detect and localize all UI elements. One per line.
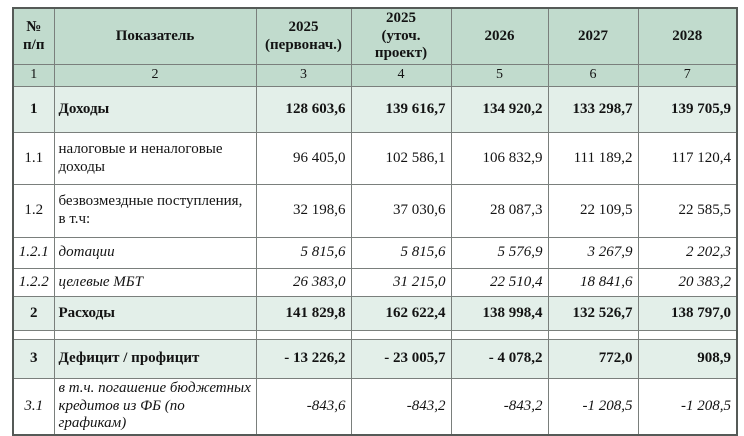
header-cell-2026: 2026 — [450, 7, 549, 66]
table-row-expenditures: 2 Расходы 141 829,8 162 622,4 138 998,4 … — [12, 296, 738, 332]
value-cell: 139 705,9 — [637, 86, 738, 134]
value-cell: 22 585,5 — [637, 184, 738, 239]
value-cell: - 4 078,2 — [450, 339, 549, 380]
table-row-gratuitous-receipts: 1.2 безвозмездные поступления, в т.ч: 32… — [12, 184, 738, 239]
value-cell: 3 267,9 — [547, 237, 639, 270]
value-cell: -843,2 — [350, 378, 452, 436]
value-cell: 106 832,9 — [450, 132, 549, 186]
value-cell: 139 616,7 — [350, 86, 452, 134]
table-row-targeted-mbt: 1.2.2 целевые МБТ 26 383,0 31 215,0 22 5… — [12, 268, 738, 298]
value-cell: 31 215,0 — [350, 268, 452, 298]
table-row-deficit-surplus: 3 Дефицит / профицит - 13 226,2 - 23 005… — [12, 339, 738, 380]
table-header-row: № п/п Показатель 2025 (первонач.) 2025 (… — [12, 7, 738, 66]
header-cell-2025-updated: 2025 (уточ. проект) — [350, 7, 452, 66]
value-cell: 908,9 — [637, 339, 738, 380]
row-num-cell: 3 — [12, 339, 55, 380]
value-cell: -1 208,5 — [547, 378, 639, 436]
value-cell: 5 576,9 — [450, 237, 549, 270]
value-cell: 5 815,6 — [350, 237, 452, 270]
value-cell: 111 189,2 — [547, 132, 639, 186]
value-cell: 117 120,4 — [637, 132, 738, 186]
value-cell: - 13 226,2 — [255, 339, 352, 380]
header-cell-2028: 2028 — [637, 7, 738, 66]
indicator-cell: целевые МБТ — [53, 268, 257, 298]
value-cell: -1 208,5 — [637, 378, 738, 436]
value-cell: 134 920,2 — [450, 86, 549, 134]
value-cell: 772,0 — [547, 339, 639, 380]
column-number-cell: 3 — [255, 64, 352, 88]
indicator-cell: безвозмездные поступления, в т.ч: — [53, 184, 257, 239]
column-number-cell: 2 — [53, 64, 257, 88]
value-cell: 26 383,0 — [255, 268, 352, 298]
value-cell: 102 586,1 — [350, 132, 452, 186]
column-number-cell: 6 — [547, 64, 639, 88]
page: № п/п Показатель 2025 (первонач.) 2025 (… — [12, 7, 738, 436]
row-num-cell: 1.1 — [12, 132, 55, 186]
column-number-cell: 5 — [450, 64, 549, 88]
table-row-grants: 1.2.1 дотации 5 815,6 5 815,6 5 576,9 3 … — [12, 237, 738, 270]
value-cell: -843,2 — [450, 378, 549, 436]
header-cell-num: № п/п — [12, 7, 55, 66]
value-cell: 162 622,4 — [350, 296, 452, 332]
value-cell: 20 383,2 — [637, 268, 738, 298]
column-number-cell: 7 — [637, 64, 738, 88]
column-numbers-row: 1 2 3 4 5 6 7 — [12, 64, 738, 88]
value-cell: 28 087,3 — [450, 184, 549, 239]
row-num-cell: 1.2 — [12, 184, 55, 239]
row-num-cell: 3.1 — [12, 378, 55, 436]
indicator-cell: Дефицит / профицит — [53, 339, 257, 380]
indicator-cell: Доходы — [53, 86, 257, 134]
column-number-cell: 1 — [12, 64, 55, 88]
value-cell: 2 202,3 — [637, 237, 738, 270]
value-cell: 18 841,6 — [547, 268, 639, 298]
indicator-cell: Расходы — [53, 296, 257, 332]
value-cell: -843,6 — [255, 378, 352, 436]
column-number-cell: 4 — [350, 64, 452, 88]
row-num-cell: 1 — [12, 86, 55, 134]
table-row-revenues: 1 Доходы 128 603,6 139 616,7 134 920,2 1… — [12, 86, 738, 134]
value-cell: 138 797,0 — [637, 296, 738, 332]
value-cell: 133 298,7 — [547, 86, 639, 134]
table-row-tax-revenues: 1.1 налоговые и неналоговые доходы 96 40… — [12, 132, 738, 186]
header-cell-indicator: Показатель — [53, 7, 257, 66]
value-cell: 132 526,7 — [547, 296, 639, 332]
row-num-cell: 1.2.1 — [12, 237, 55, 270]
header-cell-2025-initial: 2025 (первонач.) — [255, 7, 352, 66]
value-cell: 138 998,4 — [450, 296, 549, 332]
value-cell: 32 198,6 — [255, 184, 352, 239]
row-num-cell: 2 — [12, 296, 55, 332]
header-cell-2027: 2027 — [547, 7, 639, 66]
budget-table: № п/п Показатель 2025 (первонач.) 2025 (… — [12, 7, 738, 436]
value-cell: 128 603,6 — [255, 86, 352, 134]
value-cell: 141 829,8 — [255, 296, 352, 332]
value-cell: 96 405,0 — [255, 132, 352, 186]
value-cell: 22 109,5 — [547, 184, 639, 239]
indicator-cell: налоговые и неналоговые доходы — [53, 132, 257, 186]
row-num-cell: 1.2.2 — [12, 268, 55, 298]
indicator-cell: в т.ч. погашение бюджетных кредитов из Ф… — [53, 378, 257, 436]
indicator-cell: дотации — [53, 237, 257, 270]
table-row-budget-credit-repayment: 3.1 в т.ч. погашение бюджетных кредитов … — [12, 378, 738, 436]
value-cell: 5 815,6 — [255, 237, 352, 270]
value-cell: 37 030,6 — [350, 184, 452, 239]
value-cell: - 23 005,7 — [350, 339, 452, 380]
value-cell: 22 510,4 — [450, 268, 549, 298]
spacer-row — [12, 330, 738, 341]
